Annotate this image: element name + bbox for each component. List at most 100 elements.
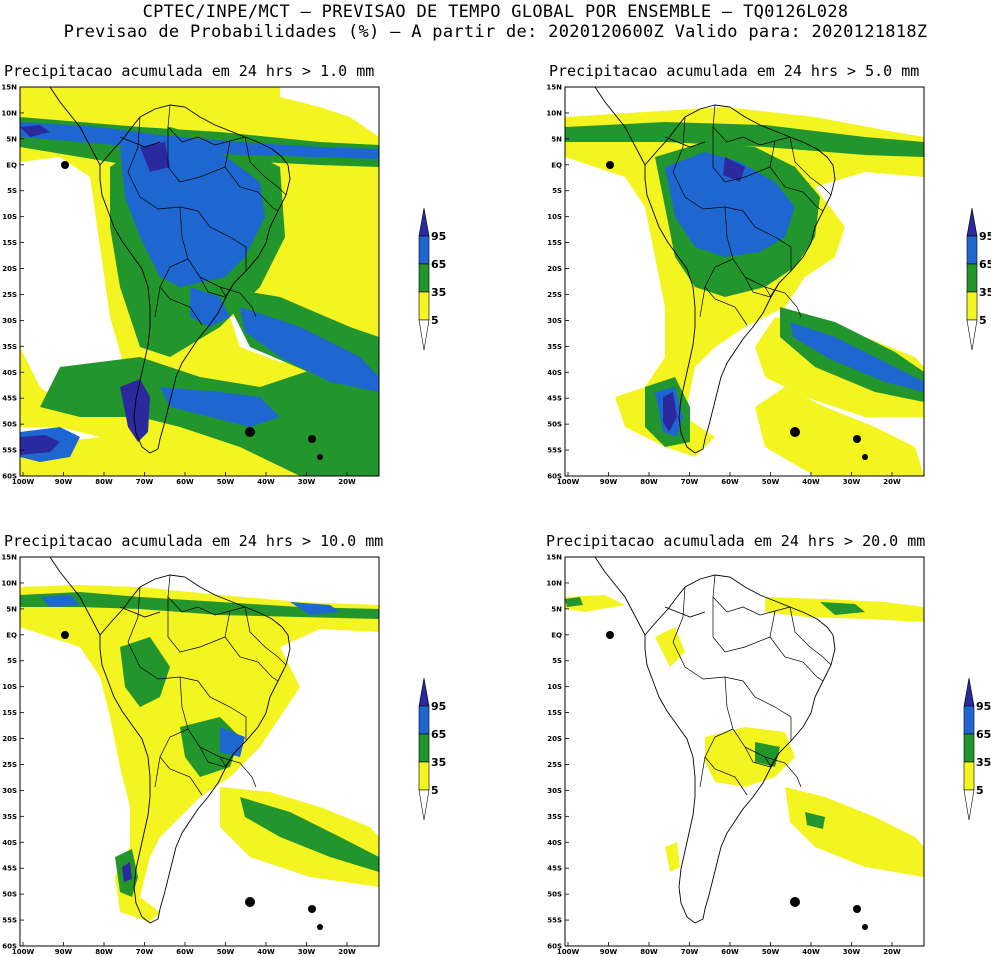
- colorbar-label: 65: [979, 258, 991, 271]
- colorbar-label: 95: [976, 700, 991, 713]
- prob-band-c5: [785, 787, 924, 877]
- lon-label: 100W: [557, 948, 580, 956]
- prob-band-c65: [160, 387, 280, 427]
- south-america-coastline: [644, 574, 836, 924]
- colorbar-label: 35: [431, 286, 446, 299]
- lon-label: 80W: [95, 478, 113, 486]
- prob-band-c35: [805, 812, 825, 829]
- colorbar-band-5: [966, 291, 978, 321]
- lat-label: 30S: [547, 317, 562, 325]
- lat-label: 45S: [2, 395, 17, 403]
- prob-band-c65: [40, 595, 80, 607]
- colorbar-label: 95: [979, 230, 991, 243]
- lat-label: 25S: [2, 761, 17, 769]
- lon-label: 80W: [95, 948, 113, 956]
- prob-band-c95: [122, 862, 132, 882]
- lat-label: EQ: [6, 631, 17, 639]
- lat-label: 5S: [552, 187, 562, 195]
- country-border: [699, 728, 734, 788]
- lat-label: 25S: [2, 291, 17, 299]
- lon-label: 30W: [298, 948, 316, 956]
- lon-label: 40W: [802, 948, 820, 956]
- lon-label: 80W: [640, 948, 658, 956]
- colorbar-3: 95 65 35 5: [418, 677, 446, 821]
- lat-label: 40S: [2, 839, 17, 847]
- lat-label: 25S: [547, 291, 562, 299]
- lat-label: 45S: [2, 865, 17, 873]
- prob-band-missing: [20, 157, 130, 417]
- island: [245, 897, 255, 907]
- lon-label: 60W: [176, 478, 194, 486]
- lon-label: 20W: [883, 948, 901, 956]
- country-border: [154, 258, 189, 318]
- colorbar-cap-below: [966, 319, 978, 351]
- colorbar-cap-95: [963, 677, 975, 707]
- lat-label: 15S: [547, 239, 562, 247]
- country-border: [224, 610, 279, 682]
- lat-label: 40S: [547, 839, 562, 847]
- map-frame: [19, 556, 380, 947]
- colorbar-label: 5: [979, 314, 987, 327]
- lat-label: 50S: [547, 891, 562, 899]
- lat-label: EQ: [551, 161, 562, 169]
- country-border: [672, 586, 704, 680]
- country-border: [764, 756, 802, 788]
- lat-label: 45S: [547, 395, 562, 403]
- lat-label: 10S: [547, 683, 562, 691]
- panel-1-label: Precipitacao acumulada em 24 hrs > 1.0 m…: [4, 62, 375, 80]
- lat-label: 60S: [547, 943, 562, 951]
- colorbar-label: 5: [431, 314, 439, 327]
- lon-label: 60W: [721, 478, 739, 486]
- lat-label: 30S: [2, 787, 17, 795]
- lat-label: 50S: [2, 891, 17, 899]
- lon-label: 30W: [298, 478, 316, 486]
- lon-label: 100W: [12, 948, 35, 956]
- south-america-coastline: [99, 104, 291, 454]
- panel-4-map: 15N 10N 5N EQ 5S 10S 15S 20S 25S 30S 35S 40S 45S 50S 5…: [546, 554, 925, 956]
- lat-label: EQ: [551, 631, 562, 639]
- colorbar-band-65: [418, 235, 430, 265]
- lon-label: 20W: [338, 948, 356, 956]
- lat-label: 10S: [547, 213, 562, 221]
- lon-label: 60W: [721, 948, 739, 956]
- south-america-coastline: [99, 574, 291, 924]
- country-border: [244, 136, 287, 196]
- country-border: [127, 116, 159, 210]
- prob-band-c65: [290, 602, 340, 615]
- prob-band-c35: [120, 637, 170, 707]
- lon-label: 80W: [640, 478, 658, 486]
- colorbar-cap-below: [418, 319, 430, 351]
- colorbar-band-65: [418, 705, 430, 735]
- country-border: [769, 140, 824, 212]
- lon-label: 30W: [843, 478, 861, 486]
- colorbar-band-65: [966, 235, 978, 265]
- island: [308, 905, 316, 913]
- colorbar-cap-95: [966, 207, 978, 237]
- lat-label: 15N: [546, 554, 562, 562]
- colorbar-band-35: [966, 263, 978, 293]
- colorbar-label: 65: [431, 728, 446, 741]
- lon-label: 90W: [55, 948, 73, 956]
- lat-label: 5S: [552, 657, 562, 665]
- probability-field: [20, 87, 379, 476]
- island: [790, 897, 800, 907]
- prob-band-c95: [663, 392, 677, 432]
- country-border: [712, 127, 771, 183]
- lat-label: 55S: [547, 917, 562, 925]
- lat-label: 35S: [547, 813, 562, 821]
- colorbar-band-5: [963, 761, 975, 791]
- country-border: [159, 756, 203, 796]
- colorbar-label: 5: [976, 784, 984, 797]
- lon-label: 40W: [802, 478, 820, 486]
- prob-band-missing: [280, 87, 379, 137]
- lat-label: 15N: [1, 84, 17, 92]
- map-frame: [564, 86, 925, 477]
- lat-label: 60S: [547, 473, 562, 481]
- lon-label: 60W: [176, 948, 194, 956]
- lon-label: 50W: [217, 478, 235, 486]
- lon-label: 70W: [681, 478, 699, 486]
- lon-label: 30W: [843, 948, 861, 956]
- country-border: [789, 606, 832, 666]
- lat-label: 25S: [547, 761, 562, 769]
- country-border: [672, 116, 704, 210]
